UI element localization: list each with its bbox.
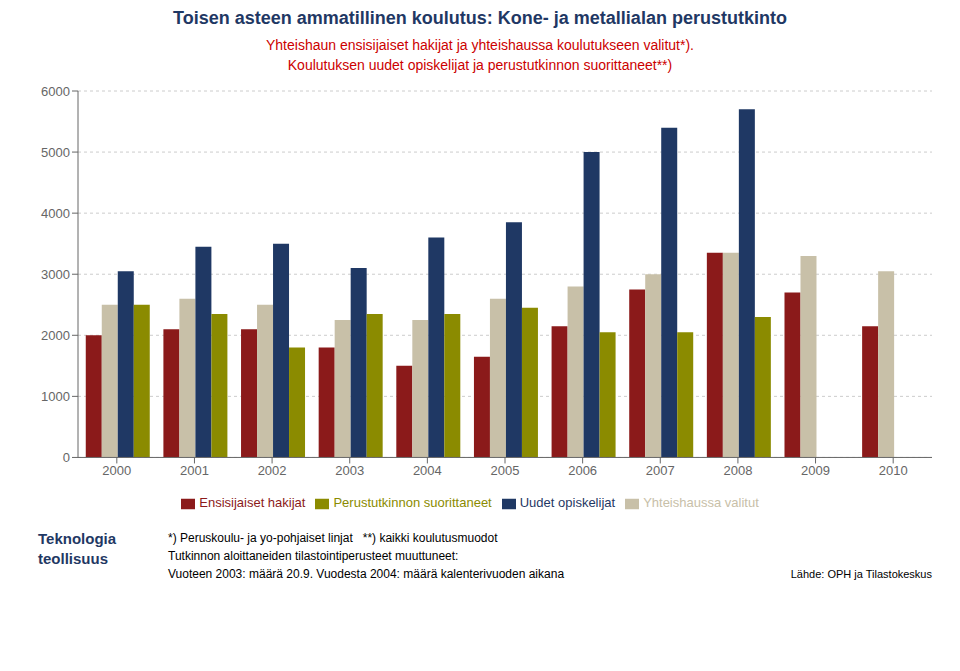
svg-text:2000: 2000: [102, 463, 131, 478]
html-text:Lähde: OPH ja Tilastokeskus: Lähde: OPH ja Tilastokeskus: [790, 568, 932, 580]
html-text:Tutkinnon aloittaneiden tilast: Tutkinnon aloittaneiden tilastointiperus…: [168, 549, 459, 563]
html-text:Uudet opiskelijat: Uudet opiskelijat: [519, 495, 616, 511]
html-text:Perustutkinnon suorittaneet: Perustutkinnon suorittaneet: [333, 495, 492, 511]
svg-text:5000: 5000: [41, 145, 70, 160]
html-text:Vuoteen 2003: määrä 20.9. Vuod: Vuoteen 2003: määrä 20.9. Vuodesta 2004:…: [168, 567, 565, 581]
html-text:Yhteishaun ensisijaiset hakija: Yhteishaun ensisijaiset hakijat ja yhtei…: [266, 37, 694, 53]
svg-text:0: 0: [63, 450, 70, 465]
svg-text:2004: 2004: [413, 463, 442, 478]
svg-text:6000: 6000: [41, 84, 70, 99]
svg-text:2010: 2010: [879, 463, 908, 478]
html-text:Teknologia: Teknologia: [38, 530, 117, 547]
html-text:*) Peruskoulu- ja yo-pohjaiset: *) Peruskoulu- ja yo-pohjaiset linjat **…: [168, 531, 498, 545]
svg-text:2003: 2003: [335, 463, 364, 478]
svg-text:2007: 2007: [646, 463, 675, 478]
html-text:Ensisijaiset hakijat: Ensisijaiset hakijat: [199, 495, 306, 511]
svg-text:2008: 2008: [723, 463, 752, 478]
svg-text:1000: 1000: [41, 389, 70, 404]
html-text:Koulutuksen uudet opiskelijat: Koulutuksen uudet opiskelijat ja perustu…: [287, 57, 673, 73]
svg-text:2001: 2001: [180, 463, 209, 478]
svg-text:2009: 2009: [801, 463, 830, 478]
svg-text:2006: 2006: [568, 463, 597, 478]
svg-text:3000: 3000: [41, 267, 70, 282]
svg-text:2000: 2000: [41, 328, 70, 343]
svg-text:4000: 4000: [41, 206, 70, 221]
html-text:Yhteishaussa valitut: Yhteishaussa valitut: [643, 495, 759, 511]
html-text:teollisuus: teollisuus: [38, 550, 108, 567]
html-text:Toisen asteen ammatillinen kou: Toisen asteen ammatillinen koulutus: Kon…: [173, 8, 787, 28]
svg-text:2005: 2005: [491, 463, 520, 478]
svg-text:2002: 2002: [258, 463, 287, 478]
